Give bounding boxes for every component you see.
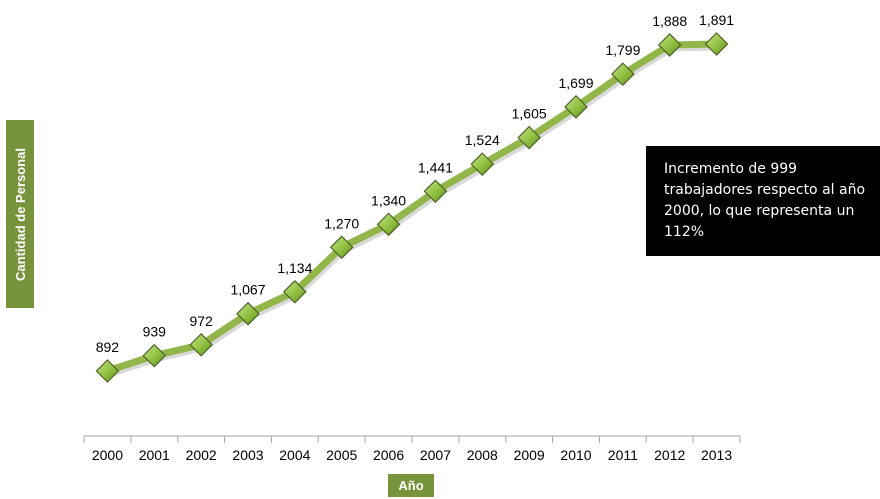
data-point-marker <box>657 33 682 57</box>
data-label: 972 <box>189 313 213 329</box>
data-point-marker <box>376 212 401 237</box>
x-tick-label: 2006 <box>373 447 404 463</box>
data-point-marker <box>423 179 448 204</box>
data-label: 1,699 <box>558 75 593 91</box>
data-label: 892 <box>96 339 120 355</box>
data-point-marker <box>142 343 167 368</box>
data-point-marker <box>189 332 213 357</box>
y-axis-title-text: Cantidad de Personal <box>12 147 28 281</box>
x-tick-label: 2000 <box>92 447 123 463</box>
x-tick-label: 2012 <box>654 447 685 463</box>
x-tick-label: 2002 <box>186 447 217 463</box>
x-tick-label: 2011 <box>608 447 638 463</box>
annotation-callout: Incremento de 999 trabajadores respecto … <box>646 146 880 256</box>
x-tick-label: 2005 <box>326 447 357 463</box>
data-label: 939 <box>143 324 167 340</box>
data-label: 1,340 <box>371 192 406 208</box>
x-tick-label: 2010 <box>560 447 591 463</box>
data-point-marker <box>517 125 541 150</box>
data-label: 1,605 <box>512 106 547 122</box>
y-axis-title: Cantidad de Personal <box>6 120 34 308</box>
data-point-marker <box>611 62 635 86</box>
data-label: 1,067 <box>230 282 265 298</box>
data-point-marker <box>704 32 729 56</box>
x-tick-label: 2004 <box>279 447 310 463</box>
data-label: 1,888 <box>652 13 687 29</box>
data-label-layer: 892 939 972 1,067 1,134 1,270 1,340 1,441 1,524 1… <box>96 12 735 355</box>
series-line-layer <box>103 40 721 378</box>
series-line-shadow <box>108 43 719 378</box>
annotation-text: Incremento de 999 trabajadores respecto … <box>664 161 866 240</box>
x-axis: 2000 2001 2002 2003 2004 2005 2006 2007 2008 2009… <box>83 435 741 463</box>
data-label: 1,270 <box>324 215 359 231</box>
x-tick-label: 2013 <box>701 447 732 463</box>
x-tick-label: 2001 <box>139 447 170 463</box>
data-point-marker <box>564 94 588 119</box>
x-tick-label: 2003 <box>232 447 263 463</box>
x-tick-label: 2009 <box>514 447 545 463</box>
x-tick-label: 2007 <box>420 447 451 463</box>
data-label: 1,441 <box>418 159 453 175</box>
data-label: 1,891 <box>699 12 734 28</box>
series-line <box>103 40 721 375</box>
data-label: 1,134 <box>277 260 312 276</box>
data-point-marker <box>283 279 307 304</box>
data-label: 1,799 <box>605 42 640 58</box>
data-point-marker <box>236 301 260 326</box>
data-point-marker <box>470 152 495 176</box>
x-axis-title: Año <box>388 474 434 497</box>
x-axis-title-text: Año <box>398 478 424 493</box>
x-tick-label: 2008 <box>467 447 498 463</box>
data-label: 1,524 <box>465 132 500 148</box>
marker-layer <box>95 32 729 383</box>
data-point-marker <box>95 359 120 383</box>
data-point-marker <box>329 235 354 260</box>
